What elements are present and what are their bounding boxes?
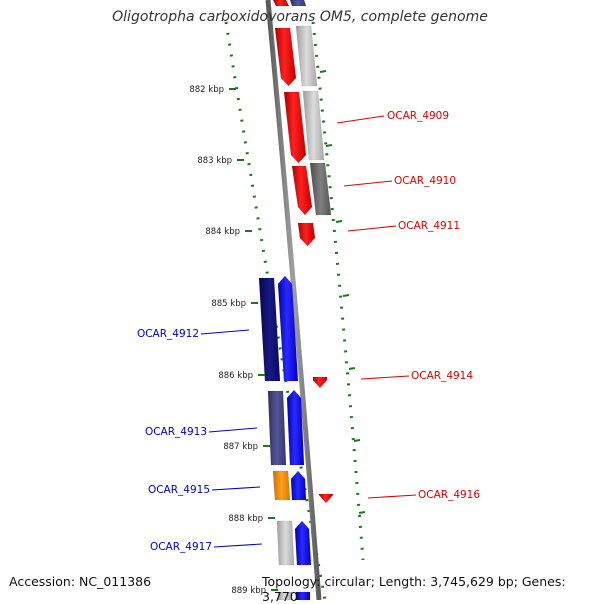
gene-label-leader bbox=[360, 375, 410, 380]
gene-label: OCAR_4909 bbox=[387, 110, 449, 122]
gene-label: OCAR_4912 bbox=[137, 328, 199, 340]
gene-label-leader bbox=[336, 115, 385, 124]
outer-tick-marks bbox=[319, 70, 366, 514]
gene-feature bbox=[318, 493, 334, 504]
gene-feature bbox=[277, 591, 293, 600]
gene-feature bbox=[283, 91, 307, 164]
gene-label: OCAR_4915 bbox=[148, 484, 210, 496]
gene-feature bbox=[277, 275, 299, 382]
gene-feature bbox=[274, 27, 297, 87]
gene-feature bbox=[295, 25, 318, 87]
gene-feature bbox=[297, 222, 316, 247]
gene-feature bbox=[276, 520, 295, 566]
gene-feature bbox=[258, 277, 281, 382]
kbp-tick-label: 885 kbp bbox=[211, 299, 246, 309]
outer-scale-arc bbox=[311, 21, 365, 561]
accession-text: Accession: NC_011386 bbox=[9, 574, 152, 589]
gene-label-leader bbox=[343, 180, 393, 187]
gene-feature bbox=[294, 520, 312, 566]
gene-feature bbox=[312, 376, 328, 389]
gene-label-leader bbox=[211, 486, 261, 491]
gene-feature bbox=[291, 165, 313, 216]
kbp-tick-label: 888 kbp bbox=[228, 514, 263, 524]
gene-feature bbox=[286, 389, 305, 466]
gene-labels: OCAR_4909 OCAR_4910 OCAR_4911 OCAR_4912 OCAR… bbox=[137, 110, 480, 553]
gene-label: OCAR_4917 bbox=[150, 541, 212, 553]
gene-feature bbox=[272, 0, 290, 7]
gene-label: OCAR_4914 bbox=[411, 370, 473, 382]
gene-feature bbox=[302, 90, 325, 161]
kbp-tick-label: 883 kbp bbox=[197, 156, 232, 166]
gene-label-leader bbox=[347, 225, 397, 232]
gene-feature bbox=[295, 591, 311, 600]
gene-label: OCAR_4910 bbox=[394, 175, 456, 187]
gene-feature bbox=[267, 390, 287, 466]
gene-features bbox=[258, 0, 334, 600]
gene-feature bbox=[289, 0, 307, 7]
gene-label-leader bbox=[367, 494, 417, 499]
gene-feature bbox=[290, 470, 307, 501]
genome-backbone bbox=[265, 0, 322, 600]
gene-label: OCAR_4911 bbox=[398, 220, 460, 232]
gene-label-leader bbox=[200, 329, 250, 335]
kbp-tick-label: 887 kbp bbox=[223, 442, 258, 452]
gene-label: OCAR_4913 bbox=[145, 426, 207, 438]
kbp-tick-label: 886 kbp bbox=[218, 371, 253, 381]
gene-feature bbox=[272, 470, 291, 501]
gene-feature bbox=[309, 162, 332, 216]
kbp-tick-label: 884 kbp bbox=[205, 227, 240, 237]
gene-label-leader bbox=[213, 543, 263, 548]
kbp-ticks: 882 kbp 883 kbp 884 kbp 885 kbp 886 kbp 887 k… bbox=[189, 85, 278, 596]
kbp-tick-label: 889 kbp bbox=[231, 586, 266, 596]
gene-label: OCAR_4916 bbox=[418, 489, 480, 501]
gene-label-leader bbox=[208, 427, 258, 433]
kbp-tick-label: 882 kbp bbox=[189, 85, 224, 95]
map-title: Oligotropha carboxidovorans OM5, complet… bbox=[112, 9, 488, 25]
